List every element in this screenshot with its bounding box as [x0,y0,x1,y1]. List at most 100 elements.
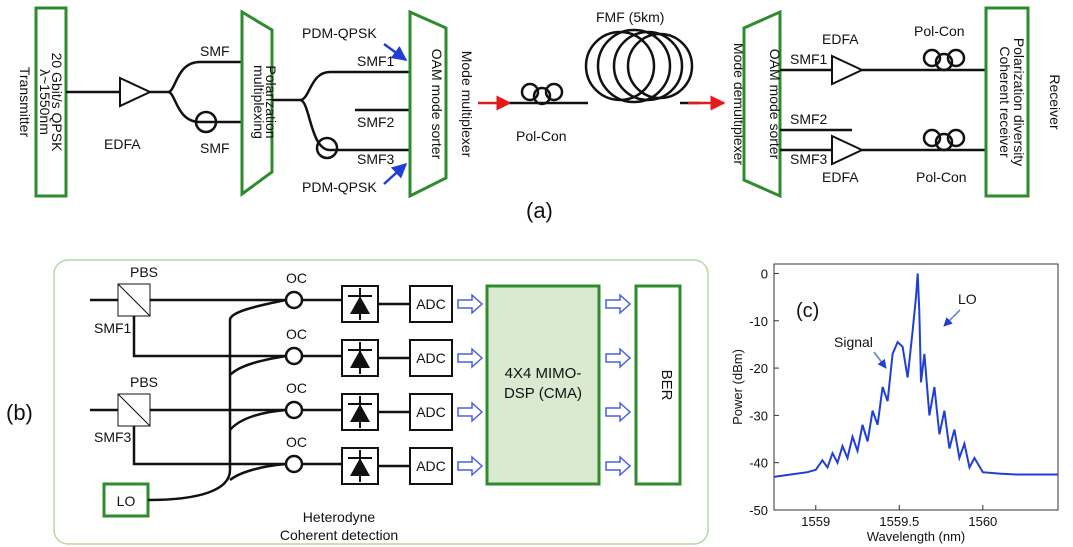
y-tick-label: -30 [749,408,768,423]
adc-label-1: ADC [416,296,446,312]
y-tick-label: -20 [749,361,768,376]
y-tick-label: 0 [761,266,768,281]
oc-label-2: OC [286,326,307,342]
oam-mode-sorter-tx [408,9,448,199]
pol-con-mid-label: Pol-Con [516,128,567,144]
hollow-arrows-adc-dsp [457,293,484,477]
edfa-rx-top [831,54,865,86]
pbs-bottom [117,393,151,427]
mode-multiplexer-label: Mode multiplexer [459,51,475,158]
spectrum-line [773,273,1058,478]
oam-mode-sorter-rx [742,9,782,199]
fmf-label: FMF (5km) [596,9,664,25]
smf3-label: SMF3 [94,429,132,445]
panel-c-caption: (c) [796,300,819,322]
transmitter-side-label: Transmitter [17,67,33,138]
y-tick-label: -10 [749,314,768,329]
edfa-rx-bottom [831,134,865,166]
oam-sorter-rx-label: OAM mode sorter [767,49,783,160]
smf2-rx-label: SMF2 [790,111,828,127]
rx-lines [780,68,986,152]
pol-con-rx-top [922,48,966,72]
panel-c: 1559 1559.5 1560 0 -10 -20 -30 -40 -50 (c) Signa… [730,263,1059,544]
pol-con-rx-bottom-label: Pol-Con [916,169,967,185]
pbs-bottom-label: PBS [130,374,158,390]
lo-box [102,482,150,518]
tx-split-lines [272,70,410,152]
oc-label-3: OC [286,380,307,396]
oc-label-1: OC [286,270,307,286]
pbs-top [117,283,151,317]
oc-label-4: OC [286,434,307,450]
smf1-tx-label: SMF1 [357,53,395,69]
footer-line1: Heterodyne [303,509,376,525]
lo-annotation: LO [958,291,977,307]
smf-input-lines [90,298,118,412]
pdm-qpsk-bottom-label: PDM-QPSK [302,179,377,195]
x-tick-label: 1560 [968,514,997,529]
receiver-line2: Coherent receiver [997,46,1013,158]
adc-4 [409,447,453,485]
signal-annotation: Signal [834,334,873,350]
receiver-side-label: Receiver [1047,74,1063,130]
lo-distribution [147,298,287,502]
lo-label: LO [117,493,136,509]
adc-label-4: ADC [416,458,446,474]
dsp-line1: 4X4 MIMO- [505,365,582,382]
panel-a-caption: (a) [526,198,553,223]
pol-con-rx-bottom [922,128,966,152]
fmf-spool [584,28,694,104]
adc-label-2: ADC [416,350,446,366]
adc-1 [409,285,453,323]
pol-con-mid [520,82,564,106]
ber-label: BER [658,370,675,401]
smf3-rx-label: SMF3 [790,151,828,167]
pdm-qpsk-top-arrow [383,42,408,62]
pbs-top-label: PBS [130,264,158,280]
edfa-rx-top-label: EDFA [822,31,859,47]
mimo-dsp-block [485,284,601,486]
pol-mux-line2: multiplexing [251,65,267,139]
x-tick-label: 1559 [801,514,830,529]
tx-fiber-loop [194,110,218,134]
oc-to-detector-lines [302,298,342,466]
smf-top-label: SMF [200,43,230,59]
panel-a: Transmitter 20 Gbit/s QPSK λ~1550nm EDFA… [17,6,1063,223]
panel-b-caption: (b) [6,400,33,425]
pbs-output-lines [132,298,286,466]
x-tick-label: 1559.5 [879,514,919,529]
adc-label-3: ADC [416,404,446,420]
footer-line2: Coherent detection [280,527,398,543]
y-tick-label: -40 [749,456,768,471]
dsp-line2: DSP (CMA) [504,385,582,402]
panel-b: (b) SMF1 SMF3 PBS PBS LO OC OC OC O [6,259,709,545]
smf-bottom-label: SMF [200,140,230,156]
adc-3 [409,393,453,431]
tx-trunk-line [66,60,242,124]
receiver-line1: Polarization diversity [1011,38,1027,166]
transmitter-line2: λ~1550nm [37,69,53,135]
receiver-box [984,6,1030,198]
pdm-qpsk-top-label: PDM-QPSK [302,25,377,41]
smf3-tx-label: SMF3 [357,151,395,167]
smf2-tx-label: SMF2 [357,114,395,130]
adc-2 [409,339,453,377]
polarization-multiplexing-block [240,9,274,197]
ber-block [634,284,682,486]
chart-ticks: 1559 1559.5 1560 0 -10 -20 -30 -40 -50 [749,266,997,529]
signal-annotation-arrow [873,351,887,369]
x-axis-label: Wavelength (nm) [867,529,966,544]
hollow-arrows-dsp-ber [605,293,632,477]
smf1-label: SMF1 [94,320,132,336]
transmitter-line1: 20 Gbit/s QPSK [49,53,65,152]
y-axis-label: Power (dBm) [730,349,745,425]
pol-mux-line1: Polarization [263,65,279,138]
pdm-qpsk-bottom-arrow [383,162,408,185]
transmitter-box [34,6,68,198]
tx-split-loop [315,136,339,160]
pol-con-rx-top-label: Pol-Con [914,23,965,39]
y-tick-label: -50 [749,503,768,518]
edfa-tx [119,76,153,108]
edfa-tx-label: EDFA [104,136,141,152]
